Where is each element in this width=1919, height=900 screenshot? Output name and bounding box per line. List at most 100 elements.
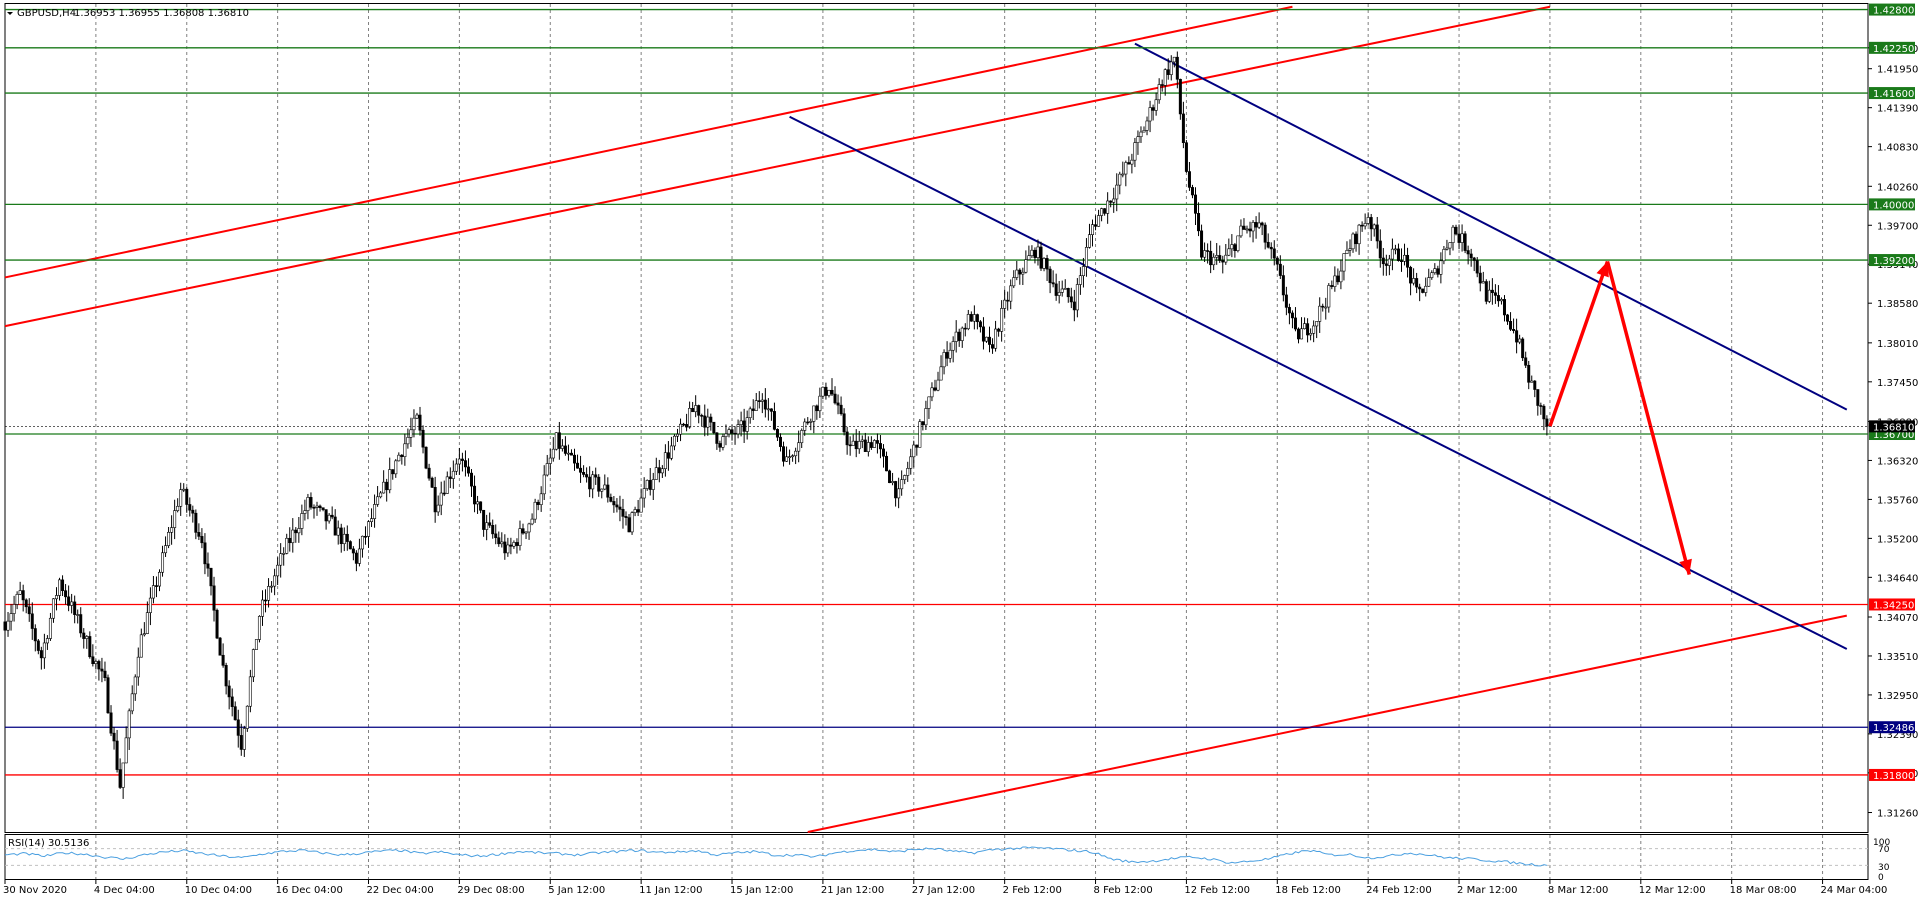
candle-body xyxy=(206,563,210,569)
candle-body xyxy=(757,400,761,402)
candle-body xyxy=(33,628,37,642)
candle-body xyxy=(1190,187,1194,196)
candle-body xyxy=(763,399,767,410)
candle-body xyxy=(1445,247,1449,250)
candle-body xyxy=(182,488,186,491)
candle-body xyxy=(476,501,480,505)
candle-body xyxy=(1087,234,1091,248)
price-axis: 1.42250 1.41950 1.41390 1.40830 1.40260 1.397… xyxy=(5,3,1918,820)
candle-body xyxy=(675,433,679,437)
rsi-level-0: 0 xyxy=(1878,873,1884,883)
candle-body xyxy=(251,649,255,678)
candle-body xyxy=(682,423,686,426)
candle-body xyxy=(97,661,101,670)
price-label: 1.41390 xyxy=(1877,104,1918,115)
candle-body xyxy=(1106,200,1110,214)
candle-body xyxy=(897,488,901,499)
candle-body xyxy=(382,481,386,494)
candle-body xyxy=(1169,61,1173,75)
forecast-arrow-shaft xyxy=(1605,261,1691,575)
candle-body xyxy=(27,606,31,615)
candle-body xyxy=(88,636,92,658)
price-label: 1.39700 xyxy=(1877,221,1918,232)
level-price-label: 1.39200 xyxy=(1873,256,1914,267)
forecast-arrow-shaft xyxy=(1548,260,1610,427)
candle-body xyxy=(948,349,952,359)
candle-body xyxy=(45,638,49,644)
candle-body xyxy=(473,485,477,505)
candle-body xyxy=(1309,333,1313,336)
candle-body xyxy=(391,469,395,475)
candle-body xyxy=(1036,246,1040,258)
time-label: 30 Nov 2020 xyxy=(3,885,67,896)
candle-body xyxy=(1148,107,1152,122)
candle-body xyxy=(1300,328,1304,340)
collapse-triangle-icon[interactable] xyxy=(7,12,13,15)
candle-body xyxy=(64,590,68,598)
candle-body xyxy=(863,439,867,452)
candle-body xyxy=(1157,84,1161,101)
candle-body xyxy=(772,411,776,430)
candle-body xyxy=(164,545,168,554)
candle-body xyxy=(1251,222,1255,232)
level-price-tag xyxy=(1869,3,1915,16)
candle-body xyxy=(981,326,985,342)
candle-body xyxy=(500,541,504,545)
candle-body xyxy=(903,475,907,480)
candle-body xyxy=(1060,288,1064,293)
candle-body xyxy=(491,525,495,535)
candle-body xyxy=(315,505,319,508)
candle-body xyxy=(721,436,725,448)
candle-body xyxy=(176,505,180,511)
candle-body xyxy=(1515,330,1519,343)
candle-body xyxy=(648,480,652,490)
candle-body xyxy=(151,585,155,599)
candle-body xyxy=(909,456,913,469)
candle-body xyxy=(267,586,271,601)
candle-body xyxy=(912,444,916,458)
candle-body xyxy=(679,423,683,435)
candle-body xyxy=(1015,269,1019,278)
candle-body xyxy=(248,676,252,707)
candle-body xyxy=(836,402,840,406)
candle-body xyxy=(333,516,337,536)
candle-body xyxy=(888,470,892,484)
candle-body xyxy=(1490,289,1494,294)
candle-body xyxy=(1463,233,1467,251)
candle-body xyxy=(1121,173,1125,176)
candle-body xyxy=(1245,228,1249,231)
candle-body xyxy=(1100,208,1104,216)
candle-body xyxy=(1472,257,1476,261)
candle-body xyxy=(360,535,364,550)
candle-body xyxy=(927,396,931,409)
candle-body xyxy=(624,516,628,518)
candle-body xyxy=(1457,233,1461,243)
price-label: 1.37450 xyxy=(1877,378,1918,389)
time-label: 8 Mar 12:00 xyxy=(1548,885,1608,896)
price-label: 1.32950 xyxy=(1877,691,1918,702)
candle-body xyxy=(942,352,946,368)
candle-body xyxy=(54,595,58,600)
candle-body xyxy=(161,552,165,573)
candle-body xyxy=(1360,224,1364,227)
time-label: 21 Jan 12:00 xyxy=(821,885,884,896)
candle-body xyxy=(1236,235,1240,251)
time-label: 15 Jan 12:00 xyxy=(730,885,793,896)
candle-body xyxy=(1460,233,1464,243)
candle-body xyxy=(1109,200,1113,203)
candle-body xyxy=(854,440,858,450)
candle-body xyxy=(506,544,510,554)
candle-body xyxy=(218,637,222,656)
candle-body xyxy=(1387,258,1391,266)
candle-body xyxy=(539,493,543,505)
candle-body xyxy=(297,528,301,534)
candle-body xyxy=(239,735,243,750)
level-price-tag xyxy=(1869,254,1915,267)
candle-body xyxy=(379,492,383,498)
candle-body xyxy=(1175,56,1179,80)
candle-body xyxy=(85,636,89,639)
candle-body xyxy=(1390,248,1394,260)
candle-body xyxy=(1348,248,1352,251)
candle-body xyxy=(1369,217,1373,230)
